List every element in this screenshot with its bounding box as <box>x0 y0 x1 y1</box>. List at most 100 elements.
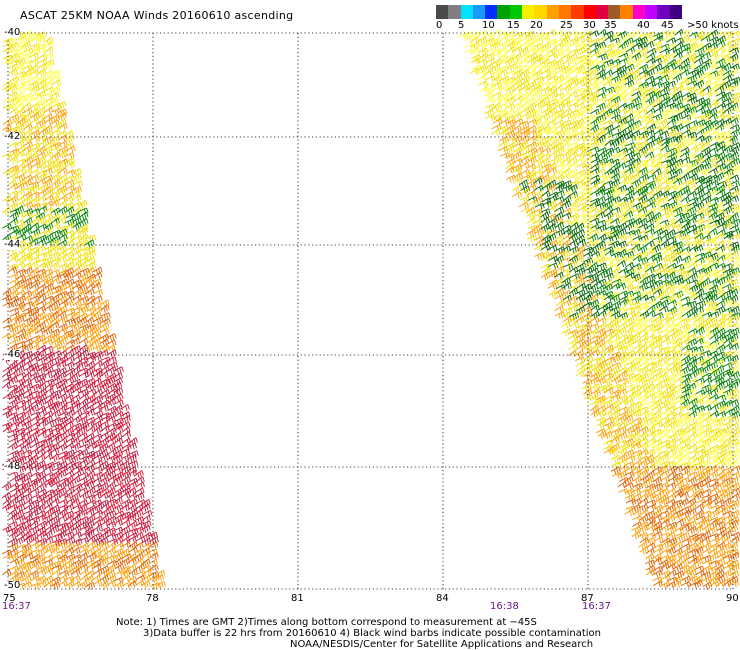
wind-barb <box>93 459 104 467</box>
wind-barb <box>681 505 692 514</box>
wind-barb <box>149 552 159 560</box>
scale-label-4: 20 <box>530 20 543 31</box>
wind-barb <box>547 173 557 183</box>
wind-barb <box>645 370 655 378</box>
wind-barb <box>499 129 509 138</box>
wind-barb <box>533 57 544 65</box>
wind-barb <box>22 51 32 60</box>
wind-barb <box>722 218 732 227</box>
wind-barb <box>484 69 495 77</box>
wind-barb <box>715 118 725 126</box>
wind-barb <box>709 36 720 45</box>
wind-barb <box>695 475 706 484</box>
wind-barb <box>15 52 25 61</box>
wind-barb <box>659 212 671 219</box>
wind-barb <box>49 524 60 534</box>
wind-barb <box>15 304 25 312</box>
wind-barb <box>8 527 19 535</box>
wind-barb <box>21 575 32 584</box>
wind-barb <box>540 53 551 62</box>
wind-barb <box>651 244 662 253</box>
wind-barb <box>722 172 732 182</box>
wind-barb <box>673 290 684 299</box>
wind-barb <box>637 41 648 50</box>
wind-barb <box>492 75 503 84</box>
wind-barb <box>604 186 615 195</box>
wind-barb <box>23 365 34 374</box>
wind-barb <box>660 497 670 506</box>
wind-barb <box>646 261 656 270</box>
wind-barb <box>708 419 718 427</box>
wind-barb <box>680 261 691 270</box>
wind-barb <box>666 416 677 425</box>
wind-barb <box>624 63 635 72</box>
wind-barb <box>646 470 656 480</box>
wind-barb <box>666 229 676 238</box>
wind-barb <box>56 487 67 496</box>
wind-barb <box>694 316 705 325</box>
wind-barb <box>644 476 655 485</box>
wind-barb <box>631 30 642 38</box>
wind-barb <box>666 503 676 513</box>
wind-barb <box>37 216 47 225</box>
wind-barb <box>568 304 578 312</box>
wind-barb <box>86 327 97 337</box>
wind-barb <box>596 295 607 302</box>
wind-barb <box>44 283 55 292</box>
wind-barb <box>688 173 699 182</box>
wind-barb <box>86 442 97 450</box>
wind-barb <box>653 565 664 573</box>
wind-barb <box>64 230 75 237</box>
wind-barb <box>100 514 110 524</box>
wind-barb <box>597 360 607 370</box>
wind-barb <box>554 211 564 221</box>
wind-barb <box>702 79 712 89</box>
wind-barb <box>555 265 565 273</box>
wind-barb <box>687 563 697 573</box>
wind-barb <box>35 289 45 298</box>
wind-barb <box>541 239 552 248</box>
wind-barb <box>22 295 32 303</box>
wind-barb <box>723 414 734 422</box>
wind-barb <box>57 228 68 237</box>
wind-barb <box>2 84 12 93</box>
wind-barb <box>106 580 117 588</box>
wind-barb <box>686 497 697 507</box>
wind-barb <box>583 388 593 398</box>
wind-barb <box>589 94 599 104</box>
wind-barb <box>638 63 649 72</box>
wind-barb <box>603 108 613 117</box>
wind-barb <box>547 245 558 252</box>
wind-barb <box>660 361 670 369</box>
wind-barb <box>700 62 711 72</box>
wind-barb <box>58 278 69 287</box>
wind-barb <box>701 146 711 156</box>
wind-barb <box>679 147 690 154</box>
wind-barb <box>560 129 571 138</box>
wind-barb <box>42 326 53 336</box>
wind-barb <box>659 541 669 549</box>
wind-barb <box>589 256 601 265</box>
wind-barb <box>58 404 68 414</box>
wind-barb <box>659 371 669 381</box>
wind-barb <box>561 41 572 50</box>
wind-barb <box>57 360 67 368</box>
wind-barb <box>623 290 635 298</box>
wind-barb <box>729 151 740 160</box>
wind-barb <box>30 504 41 513</box>
wind-barb <box>603 399 613 408</box>
wind-barb <box>715 569 725 579</box>
wind-barb <box>660 394 672 402</box>
wind-barb <box>674 570 685 579</box>
wind-barb <box>57 558 67 566</box>
wind-barb <box>71 453 81 463</box>
wind-barb <box>21 442 32 452</box>
wind-barb <box>631 301 642 309</box>
wind-barb <box>533 223 543 233</box>
wind-barb <box>29 375 39 383</box>
wind-barb <box>51 432 62 441</box>
wind-barb <box>708 211 718 221</box>
wind-barb <box>582 186 593 195</box>
wind-barb <box>548 79 558 88</box>
